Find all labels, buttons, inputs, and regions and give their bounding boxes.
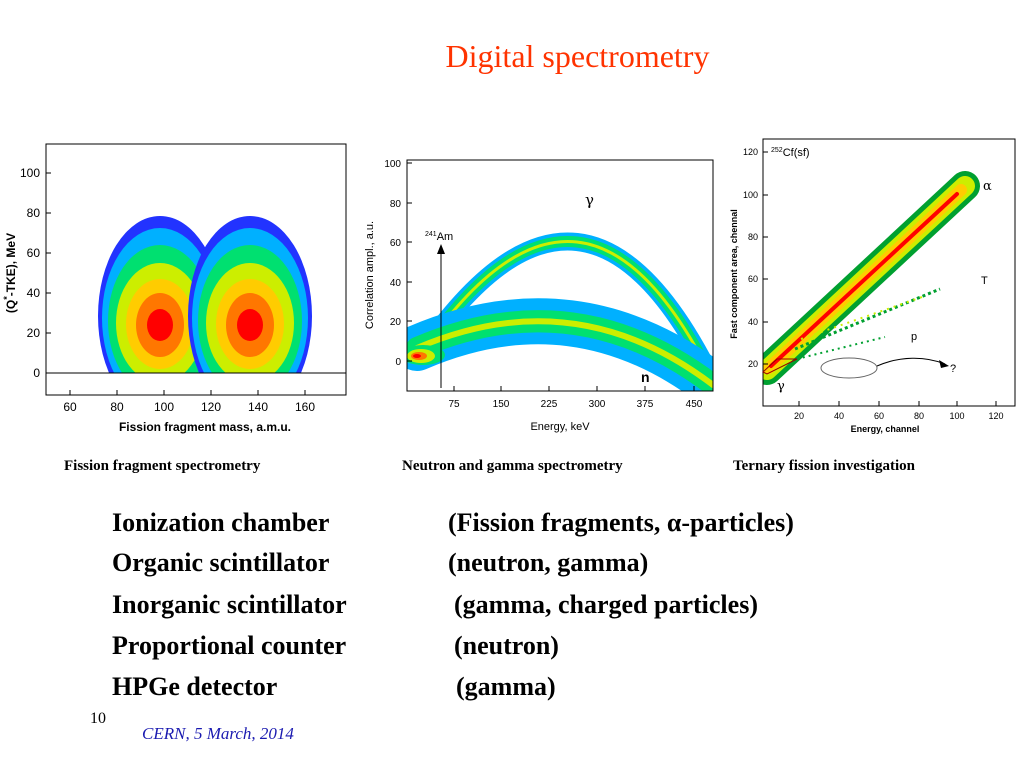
ternary-y-tick: 120 [743,147,758,157]
ternary-x-tick: 60 [874,411,884,421]
ternary-y-tick: 60 [748,274,758,284]
detector-name: Ionization chamber [112,508,330,537]
ternary-y-tick: 40 [748,317,758,327]
alpha-band [752,171,980,385]
unknown-arrow-head [939,360,949,368]
fragment-plot-frame [45,143,347,396]
ternary-fission-panel: 252Cf(sf) α T p γ ? 20 40 60 80 100 120 … [725,134,1020,444]
neutron-gamma-x-tick: 150 [493,399,510,410]
neutron-label: n [641,369,650,385]
neutron-band [394,298,720,408]
neutron-gamma-caption: Neutron and gamma spectrometry [402,458,623,474]
neutron-gamma-x-tick: 300 [589,399,606,410]
detector-name: Proportional counter [112,631,347,660]
triton-label: T [981,275,988,287]
ternary-caption: Ternary fission investigation [733,458,915,474]
fragment-mass-panel: 60 80 100 120 140 160 0 20 40 60 80 100 … [0,136,350,441]
am241-arrow-head [437,244,445,254]
ternary-x-tick: 20 [794,411,804,421]
gamma-label: γ [777,379,785,394]
ternary-x-tick: 120 [988,411,1003,421]
fragment-y-tick: 60 [27,246,41,260]
ternary-y-axis-label: Fast component area, chennal [729,209,739,339]
detector-name: Inorganic scintillator [112,590,347,619]
neutron-gamma-x-tick: 450 [686,399,703,410]
neutron-gamma-x-tick: 225 [541,399,558,410]
fragment-x-tick: 80 [110,400,124,414]
fragment-x-tick: 160 [295,400,315,414]
triton-band [794,287,941,351]
gamma-band [416,232,720,389]
ternary-x-axis-label: Energy, channel [851,424,920,434]
unknown-label: ? [950,363,956,375]
alpha-label: α [983,179,992,194]
ternary-y-tick: 80 [748,232,758,242]
ternary-y-tick: 20 [748,359,758,369]
detector-particles: (neutron) [454,631,559,660]
ternary-y-tick: 100 [743,190,758,200]
detector-particles: (gamma, charged particles) [454,590,758,619]
fragment-y-axis-label: (Q*-TKE), MeV [2,233,18,313]
fragment-x-tick: 100 [154,400,174,414]
ternary-x-tick: 100 [949,411,964,421]
neutron-gamma-x-axis-label: Energy, keV [530,421,590,433]
fragment-x-tick: 140 [248,400,268,414]
fragment-y-tick: 80 [27,206,41,220]
neutron-gamma-y-axis-label: Correlation ampl., a.u. [364,221,376,329]
ternary-plot-frame [762,138,1016,407]
page-number: 10 [90,710,106,727]
detector-name: Organic scintillator [112,548,330,577]
detector-particles: (gamma) [456,672,556,701]
gamma-label: γ [585,191,594,209]
fragment-y-tick: 40 [27,286,41,300]
proton-label: p [911,331,917,343]
low-energy-hotspot [401,345,445,365]
am241-label: 241Am [425,231,453,243]
unknown-region-arrow [876,357,946,367]
fragment-x-tick: 120 [201,400,221,414]
neutron-gamma-y-tick: 100 [384,159,401,170]
neutron-gamma-heatmap: 241Am γ n 75 150 225 300 375 450 0 20 40… [355,150,720,440]
ternary-x-tick: 40 [834,411,844,421]
footer-date: CERN, 5 March, 2014 [142,724,294,743]
detector-name: HPGe detector [112,672,278,701]
neutron-gamma-x-tick: 75 [448,399,460,410]
neutron-gamma-y-tick: 60 [390,238,402,249]
neutron-gamma-y-tick: 0 [395,357,401,368]
fragment-y-tick: 0 [33,366,40,380]
neutron-gamma-plot-frame [406,159,714,392]
neutron-gamma-x-tick: 375 [637,399,654,410]
gamma-region-outline [762,358,798,375]
fragment-caption: Fission fragment spectrometry [64,458,261,474]
neutron-gamma-panel: 241Am γ n 75 150 225 300 375 450 0 20 40… [355,150,720,440]
ternary-fission-heatmap: 252Cf(sf) α T p γ ? 20 40 60 80 100 120 … [725,134,1020,444]
detector-particles: (Fission fragments, α-particles) [448,508,794,537]
fragment-x-tick: 60 [63,400,77,414]
fragment-y-tick: 20 [27,326,41,340]
neutron-gamma-y-tick: 20 [390,317,402,328]
fragment-mass-heatmap: 60 80 100 120 140 160 0 20 40 60 80 100 … [0,136,350,441]
fragment-x-axis-label: Fission fragment mass, a.m.u. [119,420,291,434]
cf252-label: 252Cf(sf) [771,147,810,159]
neutron-gamma-y-tick: 40 [390,278,402,289]
unknown-region-outline [820,357,878,379]
left-fragment-peak [98,216,222,416]
detector-particles: (neutron, gamma) [448,548,649,577]
fragment-y-tick: 100 [20,166,40,180]
neutron-gamma-y-tick: 80 [390,199,402,210]
slide-title: Digital spectrometry [445,38,710,74]
ternary-x-tick: 80 [914,411,924,421]
right-fragment-peak [188,216,312,416]
